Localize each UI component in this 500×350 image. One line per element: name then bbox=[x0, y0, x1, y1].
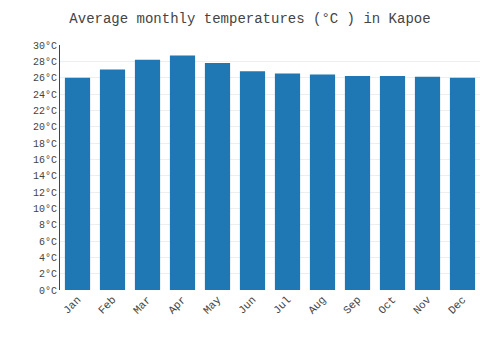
svg-text:Average monthly temperatures (: Average monthly temperatures (°C ) in Ka… bbox=[69, 11, 430, 27]
svg-text:Mar: Mar bbox=[131, 294, 153, 316]
svg-text:May: May bbox=[201, 294, 224, 317]
svg-text:26°C: 26°C bbox=[33, 73, 57, 84]
svg-text:Jan: Jan bbox=[61, 294, 83, 316]
svg-text:22°C: 22°C bbox=[33, 106, 57, 117]
svg-text:14°C: 14°C bbox=[33, 171, 57, 182]
svg-text:Jul: Jul bbox=[271, 294, 293, 316]
svg-text:28°C: 28°C bbox=[33, 57, 57, 68]
svg-text:Nov: Nov bbox=[411, 294, 434, 317]
svg-text:2°C: 2°C bbox=[39, 269, 57, 280]
svg-text:Apr: Apr bbox=[166, 294, 188, 316]
svg-text:6°C: 6°C bbox=[39, 237, 57, 248]
svg-text:16°C: 16°C bbox=[33, 155, 57, 166]
svg-text:Aug: Aug bbox=[306, 294, 328, 316]
svg-text:4°C: 4°C bbox=[39, 253, 57, 264]
svg-text:Sep: Sep bbox=[341, 294, 363, 316]
svg-text:0°C: 0°C bbox=[39, 286, 57, 297]
svg-text:Oct: Oct bbox=[376, 294, 398, 316]
svg-text:12°C: 12°C bbox=[33, 188, 57, 199]
svg-text:Jun: Jun bbox=[236, 294, 258, 316]
svg-text:24°C: 24°C bbox=[33, 90, 57, 101]
svg-text:18°C: 18°C bbox=[33, 139, 57, 150]
svg-text:8°C: 8°C bbox=[39, 220, 57, 231]
svg-text:30°C: 30°C bbox=[33, 41, 57, 52]
svg-text:10°C: 10°C bbox=[33, 204, 57, 215]
svg-text:20°C: 20°C bbox=[33, 122, 57, 133]
svg-text:Dec: Dec bbox=[446, 294, 468, 316]
svg-text:Feb: Feb bbox=[96, 294, 118, 316]
